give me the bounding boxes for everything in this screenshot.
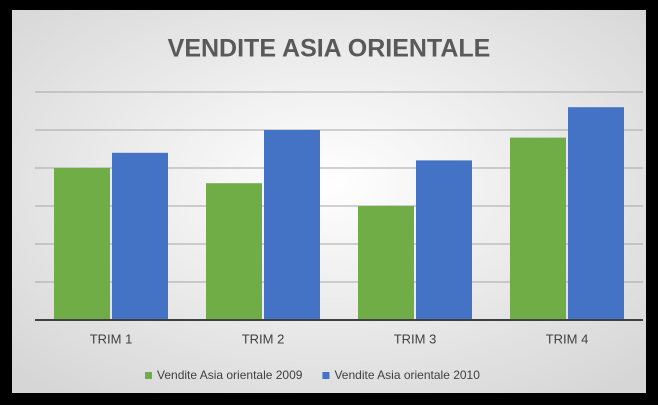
bar [568,107,624,320]
x-tick-label: TRIM 2 [242,331,285,346]
legend-swatch [145,372,152,379]
legend-label: Vendite Asia orientale 2009 [157,368,303,382]
legend-swatch [322,372,330,379]
bar [264,130,320,320]
legend-label: Vendite Asia orientale 2010 [334,368,480,382]
x-tick-label: TRIM 1 [90,331,133,346]
bar [54,168,110,320]
x-tick-label: TRIM 4 [546,331,589,346]
x-tick-label: TRIM 3 [394,331,437,346]
bar [510,137,566,320]
bar [358,206,414,320]
bar [112,152,168,320]
bar [416,160,472,320]
bar [206,183,262,320]
chart-title: VENDITE ASIA ORIENTALE [168,35,491,63]
